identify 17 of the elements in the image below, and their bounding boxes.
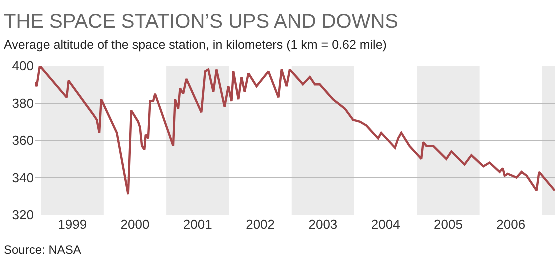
chart-title: THE SPACE STATION’S UPS AND DOWNS (4, 11, 398, 33)
line-series (35, 66, 555, 196)
y-tick-label: 320 (12, 208, 34, 223)
source-note: Source: NASA (4, 243, 82, 257)
x-tick-label: 2002 (246, 217, 275, 232)
chart-subtitle: Average altitude of the space station, in kilometers (1 km = 0.62 mile) (4, 38, 387, 52)
x-tick-label: 2006 (496, 217, 526, 232)
x-tick-label: 2000 (120, 217, 150, 232)
x-tick-label: 2001 (183, 217, 212, 232)
x-tick-label: 2005 (434, 217, 463, 232)
y-tick-label: 340 (12, 170, 34, 186)
x-tick-label: 2003 (308, 217, 338, 232)
y-tick-label: 380 (12, 96, 34, 111)
x-tick-label: 1999 (58, 217, 88, 232)
y-tick-label: 400 (12, 58, 34, 74)
x-tick-label: 2004 (371, 217, 400, 232)
y-tick-label: 360 (12, 133, 34, 148)
